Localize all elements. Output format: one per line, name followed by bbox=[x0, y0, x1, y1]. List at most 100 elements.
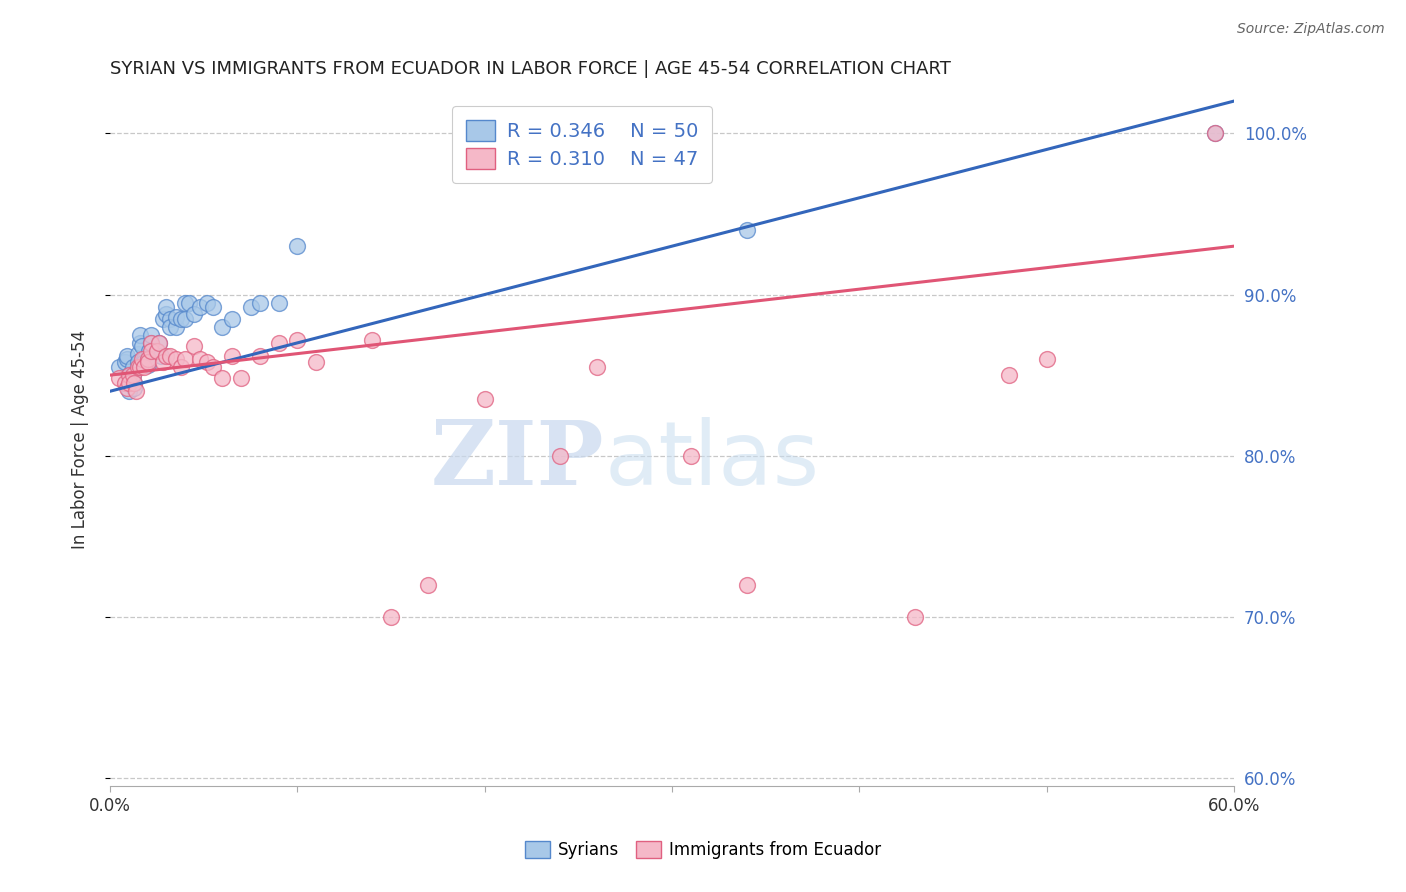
Point bbox=[141, 343, 163, 358]
Point bbox=[148, 335, 170, 350]
Point bbox=[121, 368, 143, 383]
Point bbox=[136, 355, 159, 369]
Point bbox=[1204, 126, 1226, 140]
Point bbox=[146, 343, 169, 358]
Point bbox=[221, 349, 243, 363]
Point bbox=[129, 335, 152, 350]
Y-axis label: In Labor Force | Age 45-54: In Labor Force | Age 45-54 bbox=[72, 330, 89, 549]
Point bbox=[231, 371, 253, 385]
Point bbox=[170, 311, 193, 326]
Point bbox=[188, 301, 211, 315]
Point bbox=[679, 449, 702, 463]
Point bbox=[249, 349, 271, 363]
Point bbox=[131, 351, 153, 366]
Point bbox=[380, 610, 402, 624]
Point bbox=[159, 311, 181, 326]
Point bbox=[170, 360, 193, 375]
Point bbox=[124, 381, 146, 395]
Point bbox=[108, 371, 131, 385]
Point bbox=[174, 351, 197, 366]
Point bbox=[239, 301, 262, 315]
Point bbox=[267, 295, 290, 310]
Point bbox=[136, 351, 159, 366]
Point bbox=[129, 360, 152, 375]
Point bbox=[114, 376, 136, 391]
Point bbox=[267, 335, 290, 350]
Point bbox=[183, 339, 205, 353]
Point bbox=[132, 355, 155, 369]
Point bbox=[159, 319, 181, 334]
Point bbox=[998, 368, 1021, 383]
Point bbox=[287, 333, 309, 347]
Point bbox=[148, 335, 170, 350]
Point bbox=[159, 349, 181, 363]
Point bbox=[165, 310, 187, 324]
Point bbox=[202, 360, 225, 375]
Point bbox=[124, 376, 146, 391]
Point bbox=[141, 335, 163, 350]
Point bbox=[211, 371, 233, 385]
Point bbox=[138, 343, 160, 358]
Point bbox=[202, 301, 225, 315]
Point bbox=[132, 360, 155, 375]
Point bbox=[155, 307, 177, 321]
Point bbox=[287, 239, 309, 253]
Point bbox=[118, 384, 141, 399]
Point bbox=[165, 319, 187, 334]
Point bbox=[152, 311, 174, 326]
Point bbox=[136, 355, 159, 369]
Point bbox=[211, 319, 233, 334]
Text: atlas: atlas bbox=[605, 417, 820, 504]
Point bbox=[131, 339, 153, 353]
Point bbox=[136, 359, 159, 373]
Point bbox=[115, 381, 138, 395]
Point bbox=[221, 311, 243, 326]
Point bbox=[735, 577, 758, 591]
Point bbox=[249, 295, 271, 310]
Point bbox=[118, 368, 141, 383]
Point bbox=[418, 577, 440, 591]
Point bbox=[174, 295, 197, 310]
Point bbox=[183, 307, 205, 321]
Text: Source: ZipAtlas.com: Source: ZipAtlas.com bbox=[1237, 22, 1385, 37]
Point bbox=[132, 351, 155, 366]
Legend: R = 0.346    N = 50, R = 0.310    N = 47: R = 0.346 N = 50, R = 0.310 N = 47 bbox=[453, 106, 711, 183]
Point bbox=[735, 223, 758, 237]
Point bbox=[127, 347, 149, 361]
Point bbox=[124, 376, 146, 391]
Point bbox=[141, 335, 163, 350]
Point bbox=[115, 349, 138, 363]
Point bbox=[177, 295, 200, 310]
Point bbox=[305, 355, 328, 369]
Point bbox=[141, 327, 163, 342]
Point bbox=[149, 349, 172, 363]
Point bbox=[197, 295, 219, 310]
Point bbox=[155, 301, 177, 315]
Point bbox=[904, 610, 927, 624]
Point bbox=[121, 360, 143, 375]
Point bbox=[115, 351, 138, 366]
Point bbox=[146, 343, 169, 358]
Text: SYRIAN VS IMMIGRANTS FROM ECUADOR IN LABOR FORCE | AGE 45-54 CORRELATION CHART: SYRIAN VS IMMIGRANTS FROM ECUADOR IN LAB… bbox=[110, 60, 950, 78]
Point bbox=[127, 360, 149, 375]
Legend: Syrians, Immigrants from Ecuador: Syrians, Immigrants from Ecuador bbox=[517, 834, 889, 866]
Point bbox=[108, 360, 131, 375]
Point bbox=[121, 368, 143, 383]
Point bbox=[188, 351, 211, 366]
Point bbox=[129, 327, 152, 342]
Point bbox=[474, 392, 496, 407]
Point bbox=[548, 449, 571, 463]
Point bbox=[114, 355, 136, 369]
Point bbox=[174, 311, 197, 326]
Point bbox=[165, 351, 187, 366]
Point bbox=[152, 355, 174, 369]
Point bbox=[118, 376, 141, 391]
Point bbox=[361, 333, 384, 347]
Point bbox=[127, 355, 149, 369]
Point bbox=[155, 349, 177, 363]
Point bbox=[1204, 126, 1226, 140]
Point bbox=[197, 355, 219, 369]
Point bbox=[586, 360, 609, 375]
Point bbox=[118, 376, 141, 391]
Text: ZIP: ZIP bbox=[432, 417, 605, 504]
